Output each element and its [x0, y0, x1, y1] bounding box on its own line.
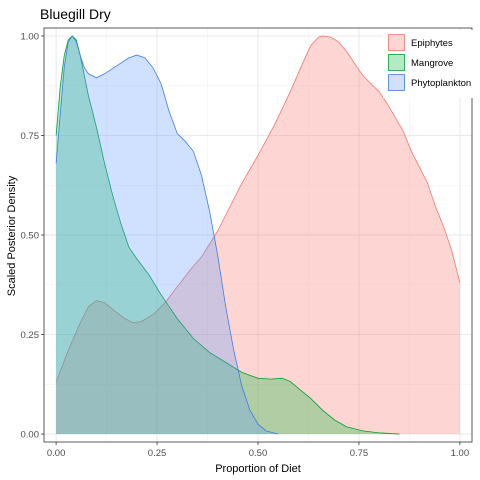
legend-label: Epiphytes — [411, 38, 453, 49]
legend-key-mangrove — [388, 54, 405, 71]
legend-key-bg — [388, 74, 405, 91]
legend: Epiphytes Mangrove Phytoplankton — [383, 30, 473, 98]
x-tick-label: 0.75 — [350, 448, 369, 459]
mangrove-density-area — [56, 35, 400, 435]
x-tick-label: 0.00 — [47, 448, 66, 459]
y-axis: 0.00 0.25 0.50 0.75 1.00 — [21, 31, 44, 441]
chart-title: Bluegill Dry — [40, 6, 111, 22]
legend-key-bg — [388, 34, 405, 51]
phytoplankton-density-line — [55, 35, 279, 435]
x-axis-title: Proportion of Diet — [215, 463, 301, 475]
y-tick-label: 0.25 — [21, 330, 40, 341]
y-tick-label: 1.00 — [21, 31, 40, 42]
legend-key-epiphytes — [388, 34, 405, 51]
epiphytes-density-line — [55, 35, 461, 383]
x-tick-label: 0.50 — [249, 448, 268, 459]
x-axis: 0.00 0.25 0.50 0.75 1.00 — [47, 442, 469, 459]
y-axis-title: Scaled Posterior Density — [6, 175, 18, 296]
x-tick-label: 1.00 — [451, 448, 470, 459]
phytoplankton-density-area — [56, 35, 279, 435]
y-tick-label: 0.00 — [21, 430, 40, 441]
epiphytes-density-area — [56, 35, 460, 435]
legend-key-phytoplankton — [388, 74, 405, 91]
x-tick-label: 0.25 — [148, 448, 167, 459]
density-areas — [55, 35, 461, 435]
legend-key-bg — [388, 54, 405, 71]
y-tick-label: 0.50 — [21, 231, 40, 242]
y-tick-label: 0.75 — [21, 131, 40, 142]
legend-label: Mangrove — [411, 58, 453, 69]
legend-label: Phytoplankton — [411, 78, 471, 89]
